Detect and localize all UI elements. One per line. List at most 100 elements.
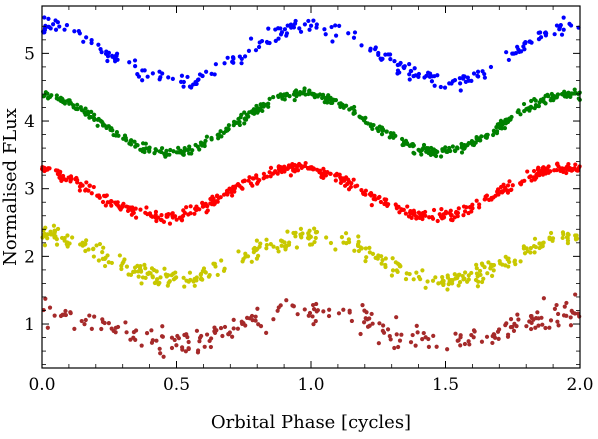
data-point-series-2 (391, 135, 396, 140)
data-point-series-1 (388, 57, 393, 62)
data-point-series-3 (181, 208, 186, 213)
data-point-series-5 (434, 344, 439, 349)
data-point-series-3 (288, 173, 293, 178)
data-point-series-3 (440, 216, 445, 221)
data-point-series-5 (514, 324, 519, 329)
data-point-series-2 (474, 135, 479, 140)
data-point-series-4 (42, 243, 48, 248)
data-point-series-4 (343, 231, 349, 236)
data-point-series-5 (239, 319, 244, 324)
data-point-series-2 (349, 106, 354, 111)
data-point-series-3 (495, 189, 500, 194)
data-point-series-5 (128, 337, 133, 342)
data-point-series-5 (385, 327, 391, 332)
data-point-series-4 (154, 269, 159, 274)
data-point-series-3 (543, 170, 548, 176)
data-point-series-3 (534, 175, 539, 180)
data-point-series-2 (271, 95, 276, 100)
data-point-series-5 (414, 323, 419, 329)
data-point-series-3 (474, 198, 479, 203)
data-point-series-3 (431, 207, 437, 213)
data-point-series-1 (429, 74, 435, 79)
data-point-series-4 (370, 251, 376, 256)
data-point-series-3 (240, 179, 246, 184)
data-point-series-3 (113, 200, 118, 205)
data-point-series-4 (120, 261, 125, 266)
data-point-series-2 (202, 143, 207, 149)
data-point-series-5 (453, 331, 458, 336)
data-point-series-5 (197, 335, 203, 340)
data-point-series-1 (297, 26, 302, 31)
data-point-series-3 (573, 162, 578, 167)
data-point-series-3 (546, 164, 551, 169)
data-point-series-4 (149, 266, 155, 271)
data-point-series-4 (91, 254, 96, 259)
data-point-series-3 (412, 210, 417, 215)
data-point-series-5 (244, 315, 250, 320)
data-point-series-3 (87, 183, 92, 188)
data-point-series-2 (516, 109, 521, 114)
data-point-series-1 (398, 60, 403, 66)
data-point-series-3 (453, 210, 459, 215)
data-point-series-4 (352, 248, 357, 253)
data-point-series-3 (159, 213, 164, 218)
data-point-series-2 (209, 137, 214, 142)
data-point-series-3 (405, 204, 410, 209)
data-point-series-4 (103, 255, 108, 260)
data-point-series-5 (381, 330, 387, 335)
data-point-series-5 (124, 330, 129, 335)
data-point-series-3 (369, 203, 374, 208)
data-point-series-5 (556, 323, 561, 328)
data-point-series-5 (508, 325, 514, 330)
data-point-series-1 (115, 57, 120, 62)
data-point-series-2 (48, 94, 53, 99)
data-point-series-1 (435, 73, 440, 78)
data-point-series-4 (481, 276, 486, 281)
data-point-series-5 (408, 340, 414, 345)
data-point-series-3 (46, 166, 51, 171)
data-point-series-4 (512, 258, 518, 263)
data-point-series-5 (360, 303, 365, 308)
data-point-series-3 (78, 181, 83, 186)
data-point-series-5 (321, 309, 326, 314)
data-point-series-3 (218, 195, 223, 200)
data-point-series-2 (503, 120, 508, 126)
data-point-series-4 (294, 245, 299, 250)
data-point-series-4 (524, 246, 529, 251)
data-point-series-1 (411, 74, 416, 79)
data-point-series-3 (268, 165, 274, 170)
data-point-series-3 (179, 217, 184, 222)
data-point-series-1 (538, 30, 543, 35)
data-point-series-5 (413, 343, 418, 348)
data-point-series-3 (154, 218, 159, 224)
data-point-series-4 (513, 262, 518, 267)
data-point-series-2 (203, 138, 208, 143)
data-point-series-5 (388, 337, 393, 342)
data-point-series-3 (64, 178, 69, 183)
data-point-series-2 (133, 144, 138, 149)
data-point-series-2 (529, 105, 534, 110)
data-point-series-1 (222, 61, 227, 66)
data-point-series-3 (229, 193, 235, 198)
data-point-series-4 (52, 229, 58, 234)
data-point-series-3 (285, 166, 290, 171)
data-point-series-3 (466, 210, 471, 216)
data-point-series-3 (250, 183, 255, 188)
data-point-series-2 (189, 151, 194, 156)
data-point-series-3 (133, 215, 139, 220)
data-point-series-5 (469, 332, 474, 338)
data-point-series-1 (267, 40, 272, 46)
data-point-series-1 (466, 78, 471, 83)
data-point-series-2 (494, 125, 499, 130)
data-point-series-4 (282, 240, 287, 245)
data-point-series-2 (543, 93, 548, 98)
data-point-series-1 (558, 23, 563, 28)
data-point-series-1 (333, 23, 338, 28)
data-point-series-3 (420, 211, 425, 216)
data-point-series-4 (198, 272, 203, 277)
data-point-series-2 (500, 122, 505, 127)
data-point-series-5 (362, 308, 367, 313)
data-point-series-2 (92, 112, 97, 117)
data-point-series-2 (320, 92, 326, 97)
data-point-series-2 (562, 89, 567, 94)
